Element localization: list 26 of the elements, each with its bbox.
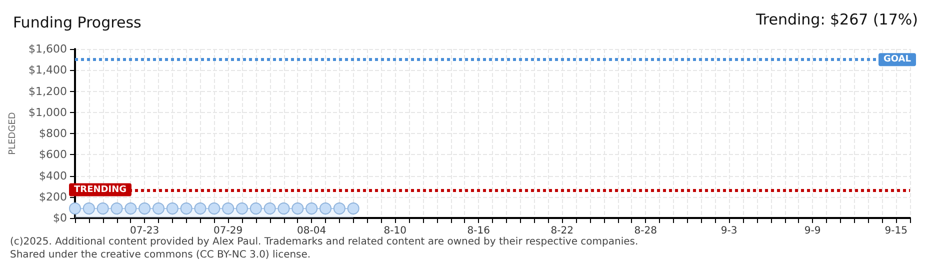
chart-title: Funding Progress bbox=[13, 14, 142, 32]
y-tick-label: $200 bbox=[39, 190, 67, 204]
text: Trending: $267 (17%) bbox=[754, 10, 918, 28]
y-tick-label: $1,200 bbox=[28, 84, 67, 98]
y-tick-label: $1,000 bbox=[28, 106, 67, 119]
y-tick-label: $1,400 bbox=[28, 64, 67, 77]
x-tick-label: 07-23 bbox=[130, 226, 160, 236]
x-tick-label: 8-16 bbox=[467, 226, 490, 236]
x-tick-label: 9-3 bbox=[720, 226, 738, 236]
x-tick-label: 07-29 bbox=[214, 226, 243, 236]
ref-line-label: GOAL bbox=[884, 54, 912, 65]
y-tick-label: $600 bbox=[39, 148, 67, 162]
y-tick-label: $0 bbox=[53, 212, 67, 224]
y-axis-title: PLEDGED bbox=[8, 112, 18, 155]
ref-line-label: TRENDING bbox=[74, 184, 126, 195]
x-tick-label: 9-9 bbox=[804, 226, 821, 236]
y-tick-label: $1,600 bbox=[28, 42, 67, 56]
text: (c)2025. Additional content provided by Alex Paul. Trademarks and related content are owned by their respective companies. bbox=[10, 236, 638, 248]
text: Shared under the creative commons (CC BY-NC 3.0) license. bbox=[10, 250, 311, 260]
x-tick-label: 8-10 bbox=[384, 226, 406, 236]
x-tick-label: 9-15 bbox=[884, 226, 908, 236]
y-tick-label: $800 bbox=[39, 127, 67, 140]
x-tick-label: 8-28 bbox=[634, 226, 657, 236]
x-tick-label: 08-04 bbox=[297, 226, 326, 236]
y-tick-label: $400 bbox=[39, 169, 67, 182]
x-tick-label: 8-22 bbox=[550, 226, 574, 236]
